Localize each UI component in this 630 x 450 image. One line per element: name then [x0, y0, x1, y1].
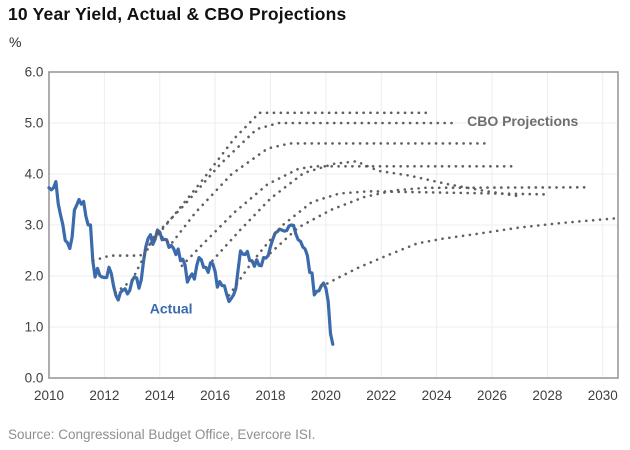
y-tick-label: 4.0: [25, 167, 44, 182]
x-tick-label: 2022: [366, 388, 396, 403]
y-tick-label: 0.0: [25, 371, 44, 386]
x-tick-label: 2014: [145, 388, 176, 403]
source-note: Source: Congressional Budget Office, Eve…: [8, 427, 316, 442]
x-tick-label: 2018: [255, 388, 285, 403]
cbo-projections-label: CBO Projections: [467, 113, 578, 129]
projection-line: [114, 121, 455, 295]
y-tick-label: 5.0: [25, 116, 44, 131]
x-tick-label: 2016: [200, 388, 230, 403]
x-tick-label: 2020: [311, 388, 341, 403]
projection-line: [269, 186, 591, 255]
x-tick-label: 2024: [422, 388, 453, 403]
projection-line: [155, 142, 488, 246]
projection-line: [92, 111, 430, 263]
chart-title: 10 Year Yield, Actual & CBO Projections: [8, 4, 347, 24]
projection-line: [227, 190, 549, 297]
y-tick-label: 2.0: [25, 269, 44, 284]
actual-label: Actual: [150, 301, 193, 317]
projection-line: [211, 160, 519, 263]
x-tick-label: 2028: [532, 388, 562, 403]
projection-line: [319, 217, 617, 289]
x-tick-label: 2012: [89, 388, 119, 403]
y-axis-unit-label: %: [9, 34, 22, 50]
x-tick-label: 2030: [588, 388, 618, 403]
projection-line: [180, 165, 513, 268]
plot-border: [48, 71, 619, 379]
actual-line: [47, 180, 335, 346]
y-tick-label: 1.0: [25, 320, 44, 335]
y-tick-label: 3.0: [25, 218, 44, 233]
y-tick-label: 6.0: [25, 65, 44, 80]
x-tick-label: 2026: [477, 388, 507, 403]
x-tick-label: 2010: [34, 388, 64, 403]
